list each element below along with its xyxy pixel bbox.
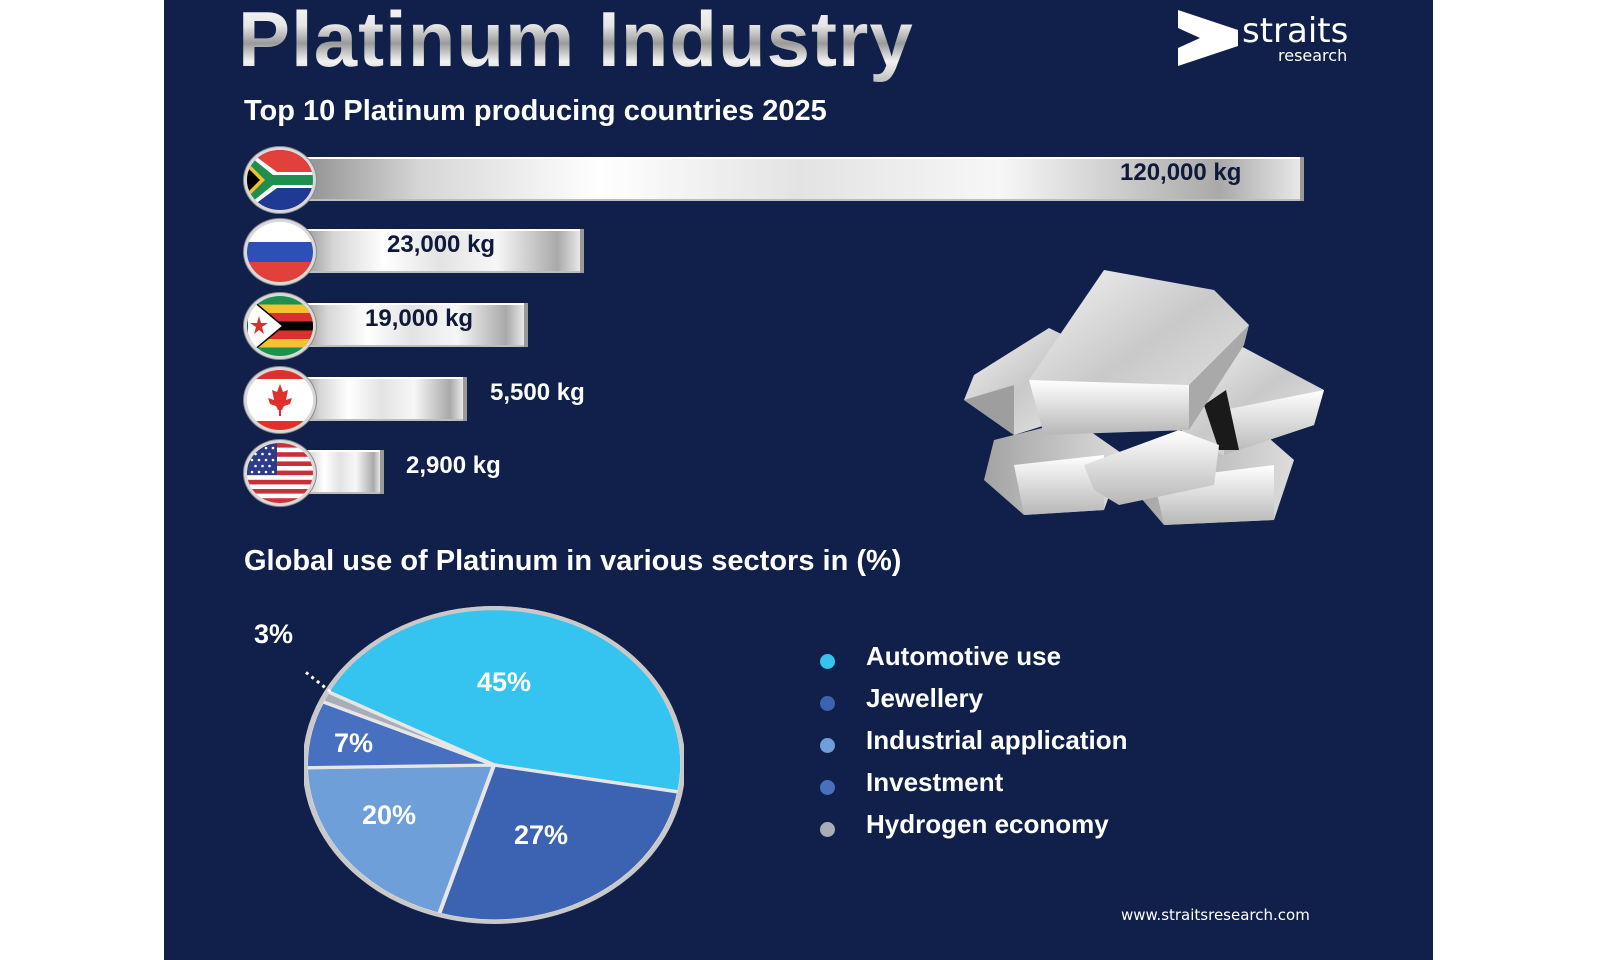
bar-value-canada: 5,500 kg	[490, 379, 585, 406]
logo-subtitle: research	[1278, 46, 1348, 65]
website-url: www.straitsresearch.com	[1121, 906, 1310, 924]
pie-label-industrial: 20%	[362, 800, 417, 830]
pie-label-jewellery: 27%	[514, 820, 569, 850]
bar-row-zimbabwe: 19,000 kg	[244, 293, 644, 363]
legend-dot-icon	[820, 822, 835, 837]
bar-value-zimbabwe: 19,000 kg	[365, 305, 474, 332]
flag-south-africa-icon	[244, 147, 316, 213]
legend-dot-icon	[820, 696, 835, 711]
arrow-chevron-icon	[1178, 10, 1238, 66]
pie-label-hydrogen: 3%	[254, 619, 294, 649]
flag-russia-icon	[244, 219, 316, 285]
bar-row-russia: 23,000 kg	[244, 219, 644, 289]
bar-south-africa	[300, 157, 1304, 201]
bar-zimbabwe	[300, 303, 528, 347]
flag-zimbabwe-icon	[244, 293, 316, 359]
bar-value-south-africa: 120,000 kg	[1120, 159, 1242, 186]
legend-dot-icon	[820, 738, 835, 753]
infographic-panel: Platinum Industry straits research Top 1…	[164, 0, 1433, 960]
legend-dot-icon	[820, 780, 835, 795]
bar-row-canada: 5,500 kg	[244, 367, 694, 437]
pie-label-automotive: 45%	[477, 667, 532, 697]
bar-value-russia: 23,000 kg	[387, 231, 496, 258]
bar-value-usa: 2,900 kg	[406, 452, 501, 479]
pie-label-investment: 7%	[334, 728, 374, 758]
bar-chart-title: Top 10 Platinum producing countries 2025	[244, 95, 827, 127]
pie-chart-title: Global use of Platinum in various sector…	[244, 545, 902, 577]
bar-row-south-africa: 120,000 kg	[244, 147, 1324, 217]
bar-canada	[300, 377, 467, 421]
page-title: Platinum Industry	[238, 0, 914, 84]
flag-canada-icon	[244, 367, 316, 433]
bar-russia	[300, 229, 584, 273]
flag-usa-icon	[244, 440, 316, 506]
bar-row-usa: 2,900 kg	[244, 440, 644, 510]
pie-chart-graphic	[283, 606, 686, 924]
logo-brand: straits	[1242, 11, 1349, 51]
pie-chart: 45% 27% 20% 7% 3%	[254, 605, 686, 925]
straits-research-logo: straits research	[1178, 8, 1358, 68]
platinum-ingots-illustration	[964, 270, 1324, 525]
legend-dot-icon	[820, 654, 835, 669]
